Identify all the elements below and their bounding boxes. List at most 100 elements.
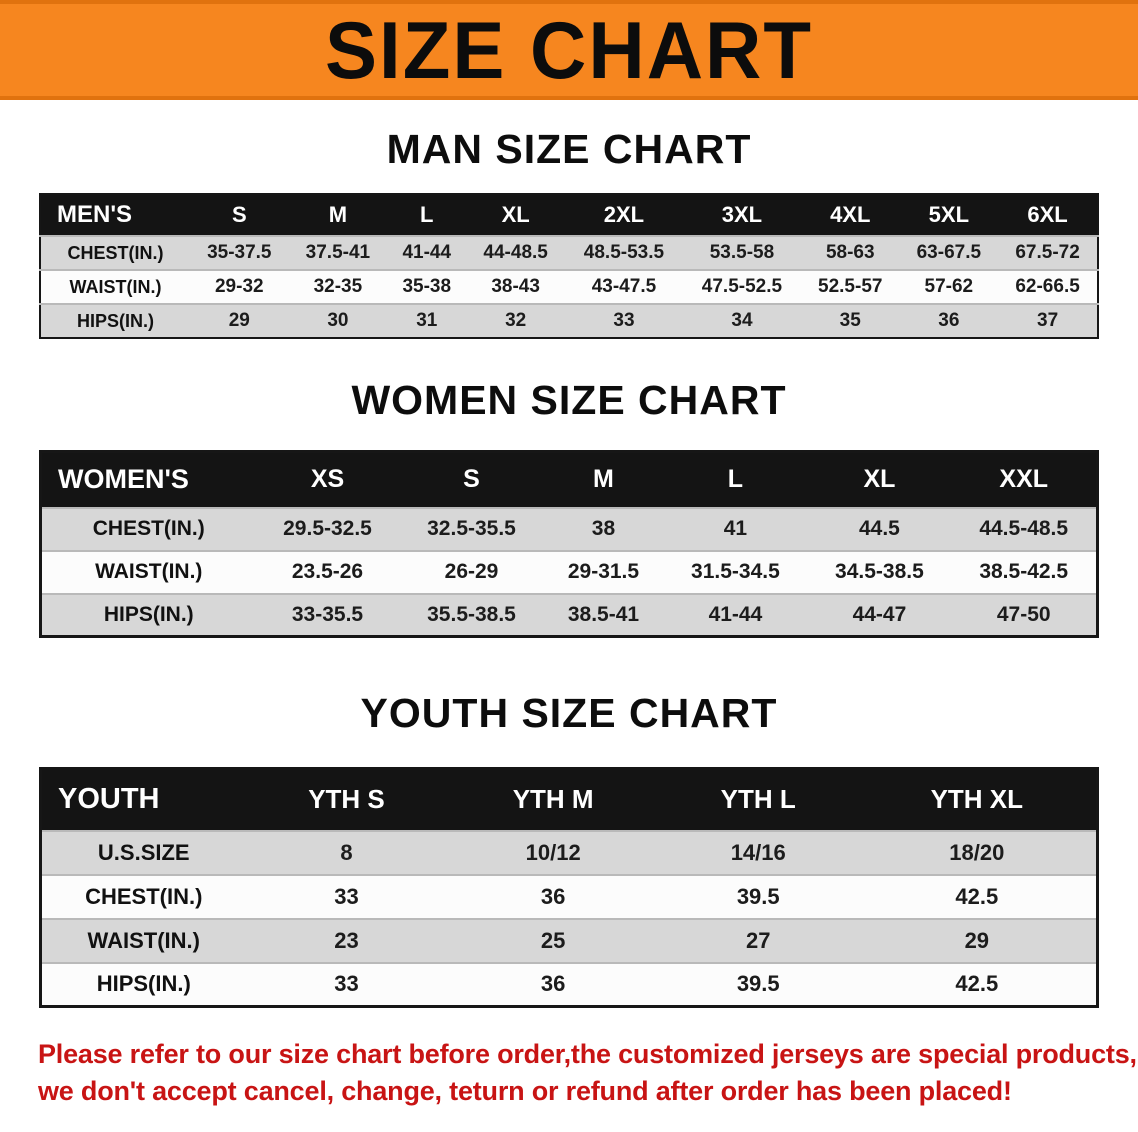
table-row: WAIST(IN.) 23.5-26 26-29 29-31.5 31.5-34.5 34… (40, 550, 1098, 594)
size-value-cell: 48.5-53.5 (583, 242, 665, 263)
size-value-cell: 35-37.5 (207, 242, 272, 263)
size-value-cell: 34 (731, 310, 753, 331)
size-value-cell: 38.5-42.5 (979, 560, 1069, 583)
youth-section-heading: YOUTH SIZE CHART (360, 690, 778, 736)
size-value-cell: 41-44 (708, 602, 763, 626)
banner: SIZE CHART (0, 0, 1138, 100)
size-value-cell: 33 (334, 971, 359, 997)
womens-size-table: WOMEN'S XS S M L XL XXL CHEST(IN.) 29.5-32.5 32.5… (39, 450, 1099, 638)
size-value-cell: 31.5-34.5 (691, 560, 780, 583)
size-value-cell: 44-47 (852, 602, 907, 626)
size-value-cell: 29-32 (214, 276, 264, 297)
size-value-cell: 62-66.5 (1015, 276, 1080, 297)
men-size-section: MAN SIZE CHART MEN'S S M L XL 2XL 3XL 4XL 5XL 6XL… (0, 126, 1138, 339)
size-column-header: 2XL (564, 194, 683, 236)
size-value-cell: 33 (334, 883, 359, 909)
size-column-header: 6XL (998, 194, 1098, 236)
size-value-cell: 29-31.5 (567, 560, 640, 583)
table-row: CHEST(IN.) 35-37.5 37.5-41 41-44 44-48.5 48.5… (40, 236, 1098, 270)
size-value-cell: 35-38 (402, 276, 452, 297)
table-row: HIPS(IN.) 33-35.5 35.5-38.5 38.5-41 41-44 44-… (40, 593, 1098, 637)
women-section-heading: WOMEN SIZE CHART (351, 377, 787, 423)
size-value-cell: 31 (416, 310, 438, 331)
size-value-cell: 23.5-26 (291, 560, 364, 583)
size-value-cell: 42.5 (955, 883, 999, 909)
size-value-cell: 32 (505, 310, 527, 331)
size-column-header: S (399, 451, 544, 508)
size-column-header: L (663, 451, 808, 508)
disclaimer-line-2: we don't accept cancel, change, teturn o… (38, 1076, 1012, 1107)
size-column-header: YTH M (447, 768, 659, 831)
size-value-cell: 44.5-48.5 (979, 517, 1069, 540)
table-row: HIPS(IN.) 33 36 39.5 42.5 (40, 962, 1098, 1007)
size-column-header: YTH XL (857, 768, 1098, 831)
size-value-cell: 53.5-58 (709, 242, 775, 263)
size-column-header: L (387, 194, 467, 236)
size-value-cell: 39.5 (736, 971, 780, 997)
header-row: WOMEN'S XS S M L XL XXL (40, 451, 1098, 508)
size-column-header: M (543, 451, 664, 508)
size-value-cell: 52.5-57 (818, 276, 883, 297)
size-value-cell: 32.5-35.5 (427, 517, 516, 540)
row-label: U.S.SIZE (97, 839, 190, 865)
size-value-cell: 67.5-72 (1015, 242, 1080, 263)
row-label: CHEST(IN.) (67, 242, 164, 263)
size-value-cell: 36 (938, 310, 960, 331)
size-value-cell: 10/12 (525, 839, 581, 865)
table-row: WAIST(IN.) 29-32 32-35 35-38 38-43 43-47.5 47.… (40, 270, 1098, 304)
size-value-cell: 27 (745, 927, 771, 953)
size-value-cell: 36 (540, 971, 566, 997)
header-row: YOUTH YTH S YTH M YTH L YTH XL (40, 768, 1098, 831)
size-column-header: XL (807, 451, 952, 508)
header-row: MEN'S S M L XL 2XL 3XL 4XL 5XL 6XL (40, 194, 1098, 236)
table-row: U.S.SIZE 8 10/12 14/16 18/20 (40, 830, 1098, 875)
youth-size-table: YOUTH YTH S YTH M YTH L YTH XL U.S.SIZE 8 10/12… (39, 767, 1099, 1008)
size-value-cell: 23 (334, 927, 359, 953)
table-row: HIPS(IN.) 29 30 31 32 33 34 35 36 37 (40, 304, 1098, 338)
size-value-cell: 18/20 (949, 839, 1005, 865)
size-column-header: YTH L (658, 768, 858, 831)
size-value-cell: 44-48.5 (483, 242, 548, 263)
size-value-cell: 30 (327, 310, 349, 331)
size-value-cell: 29 (964, 927, 990, 953)
size-value-cell: 43-47.5 (591, 276, 657, 297)
size-column-header: 5XL (899, 194, 999, 236)
disclaimer: Please refer to our size chart before or… (38, 1036, 1137, 1111)
size-value-cell: 57-62 (924, 276, 974, 297)
size-column-header: 3XL (682, 194, 801, 236)
size-value-cell: 29.5-32.5 (283, 517, 372, 540)
mens-size-table: MEN'S S M L XL 2XL 3XL 4XL 5XL 6XL CHEST(IN.) 35-37… (39, 193, 1099, 339)
size-column-header: XXL (951, 451, 1098, 508)
size-column-header: XS (255, 451, 400, 508)
size-value-cell: 41-44 (402, 242, 452, 263)
size-value-cell: 29 (228, 310, 250, 331)
size-column-header: 4XL (800, 194, 900, 236)
women-size-section: WOMEN SIZE CHART WOMEN'S XS S M L XL XXL CHEST(… (0, 377, 1138, 638)
size-value-cell: 34.5-38.5 (835, 560, 924, 583)
size-value-cell: 36 (540, 883, 566, 909)
size-value-cell: 44.5 (858, 517, 900, 540)
size-value-cell: 39.5 (736, 883, 780, 909)
size-value-cell: 33 (613, 310, 635, 331)
size-value-cell: 37 (1037, 310, 1059, 331)
disclaimer-line-1: Please refer to our size chart before or… (38, 1039, 1137, 1069)
size-column-header: XL (466, 194, 565, 236)
row-label: HIPS(IN.) (103, 602, 194, 626)
size-column-header: S (190, 194, 289, 236)
size-value-cell: 38.5-41 (567, 602, 640, 626)
row-label: WAIST(IN.) (95, 560, 203, 583)
size-value-cell: 63-67.5 (916, 242, 982, 263)
size-value-cell: 37.5-41 (305, 242, 371, 263)
size-value-cell: 25 (540, 927, 566, 953)
size-value-cell: 32-35 (313, 276, 363, 297)
table-row: CHEST(IN.) 29.5-32.5 32.5-35.5 38 41 44.5 44.5… (40, 507, 1098, 551)
size-column-header: YTH S (245, 768, 448, 831)
table-title-cell: WOMEN'S (40, 451, 256, 508)
size-value-cell: 38 (591, 517, 616, 540)
row-label: WAIST(IN.) (69, 276, 162, 297)
size-value-cell: 47.5-52.5 (701, 276, 783, 297)
size-value-cell: 35.5-38.5 (427, 602, 516, 626)
size-value-cell: 8 (340, 839, 353, 865)
size-value-cell: 42.5 (955, 971, 999, 997)
